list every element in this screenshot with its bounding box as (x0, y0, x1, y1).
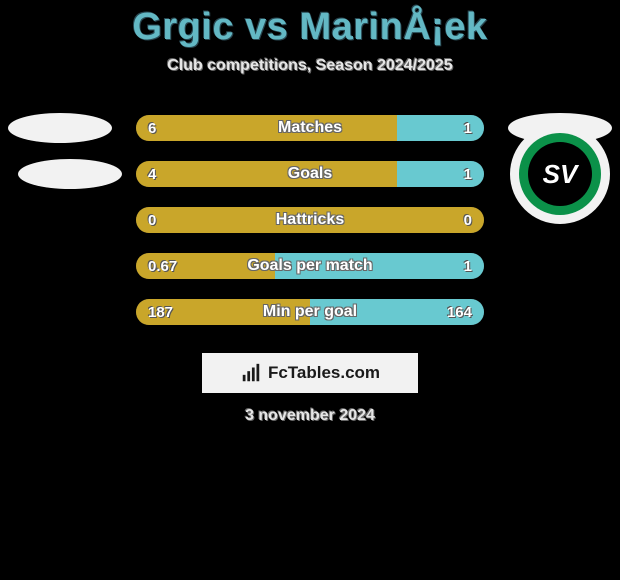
stat-bar: 4 Goals 1 (136, 161, 484, 187)
footer-site-text: FcTables.com (268, 363, 380, 383)
stat-bar-right-seg (275, 253, 484, 279)
stat-bar: 187 Min per goal 164 (136, 299, 484, 325)
team-badge-left (18, 159, 122, 189)
stat-value-right: 1 (464, 258, 472, 275)
footer-site-badge: FcTables.com (202, 353, 418, 393)
stat-value-left: 4 (148, 166, 156, 183)
comparison-card: Grgic vs MarinÅ¡ek Club competitions, Se… (0, 0, 620, 425)
page-title: Grgic vs MarinÅ¡ek (132, 6, 487, 49)
stat-value-left: 0 (148, 212, 156, 229)
stat-value-left: 0.67 (148, 258, 177, 275)
stat-bar: 6 Matches 1 (136, 115, 484, 141)
stat-bar-left-seg (136, 161, 397, 187)
stat-bar: 0 Hattricks 0 (136, 207, 484, 233)
stat-value-left: 6 (148, 120, 156, 137)
team-badge-left (8, 113, 112, 143)
stat-value-right: 0 (464, 212, 472, 229)
stats-area: 6 Matches 1 4 Goals 1 SV (0, 105, 620, 335)
stat-value-right: 164 (447, 304, 472, 321)
stat-value-left: 187 (148, 304, 173, 321)
stat-bar-left-seg (136, 115, 397, 141)
footer-date: 3 november 2024 (245, 407, 375, 425)
stat-value-right: 1 (464, 166, 472, 183)
stat-row: 187 Min per goal 164 (0, 289, 620, 335)
stat-bar-right-seg (136, 207, 484, 233)
page-subtitle: Club competitions, Season 2024/2025 (167, 57, 452, 75)
chart-icon (240, 362, 262, 384)
stat-bar: 0.67 Goals per match 1 (136, 253, 484, 279)
stat-row: 0.67 Goals per match 1 (0, 243, 620, 289)
stat-row: 0 Hattricks 0 (0, 197, 620, 243)
stat-row: 4 Goals 1 SV (0, 151, 620, 197)
stat-value-right: 1 (464, 120, 472, 137)
